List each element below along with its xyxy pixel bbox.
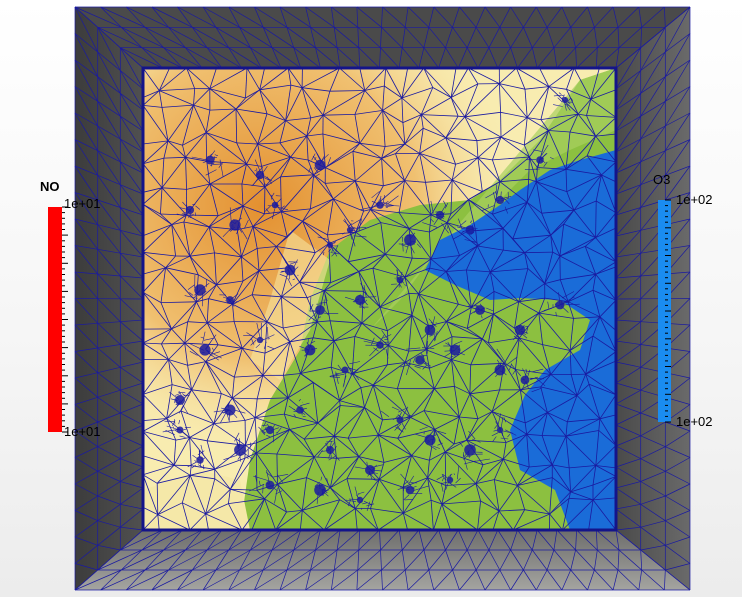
o3-legend-min-label: 1e+02 bbox=[676, 414, 713, 429]
green-light-region bbox=[370, 68, 616, 330]
triangle-mesh bbox=[74, 6, 691, 591]
no-legend-title: NO bbox=[40, 179, 60, 194]
o3-legend bbox=[658, 199, 671, 423]
no-legend bbox=[48, 206, 68, 433]
floor bbox=[75, 530, 690, 590]
domain-outline bbox=[141, 66, 618, 532]
o3-legend-title: O3 bbox=[653, 172, 671, 187]
no-colorbar bbox=[48, 207, 62, 432]
pale-band bbox=[250, 230, 330, 380]
back-wall-top bbox=[75, 7, 690, 68]
no-legend-max-label: 1e+01 bbox=[64, 196, 101, 211]
domain-box-walls bbox=[75, 7, 690, 590]
o3-legend-max-label: 1e+02 bbox=[676, 192, 713, 207]
no-legend-min-label: 1e+01 bbox=[64, 424, 101, 439]
mesh-refinement-clusters bbox=[175, 96, 569, 504]
field-surface bbox=[143, 68, 616, 530]
